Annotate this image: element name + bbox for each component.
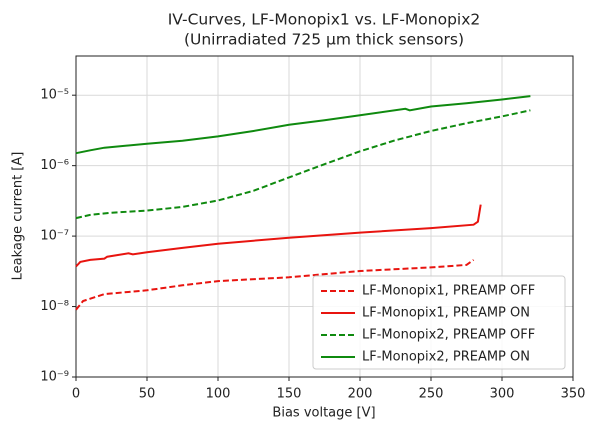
x-tick-label: 300 bbox=[490, 387, 515, 402]
y-tick-label: 10⁻⁹ bbox=[40, 370, 69, 385]
series-line bbox=[75, 95, 531, 155]
x-tick-label: 50 bbox=[139, 387, 156, 402]
x-tick-label: 100 bbox=[206, 387, 231, 402]
x-axis-label: Bias voltage [V] bbox=[272, 406, 375, 421]
legend-label: LF-Monopix1, PREAMP OFF bbox=[362, 284, 535, 299]
x-tick-label: 150 bbox=[277, 387, 302, 402]
y-tick-label: 10⁻⁸ bbox=[40, 299, 69, 314]
y-tick-label: 10⁻⁶ bbox=[40, 158, 69, 173]
y-axis-label: Leakage current [A] bbox=[11, 152, 26, 281]
y-tick-label: 10⁻⁵ bbox=[40, 88, 69, 103]
y-tick-label: 10⁻⁷ bbox=[40, 229, 69, 244]
series-line bbox=[75, 259, 475, 311]
legend-label: LF-Monopix2, PREAMP ON bbox=[362, 350, 530, 365]
legend-label: LF-Monopix1, PREAMP ON bbox=[362, 306, 530, 321]
legend-box bbox=[312, 275, 566, 370]
plot-frame bbox=[75, 55, 574, 378]
x-tick-label: 0 bbox=[72, 387, 80, 402]
chart-subtitle: (Unirradiated 725 μm thick sensors) bbox=[184, 31, 464, 49]
x-tick-label: 200 bbox=[348, 387, 373, 402]
series-line bbox=[75, 109, 531, 220]
series-line bbox=[75, 204, 482, 268]
legend-label: LF-Monopix2, PREAMP OFF bbox=[362, 328, 535, 343]
x-tick-label: 250 bbox=[419, 387, 444, 402]
chart-title: IV-Curves, LF-Monopix1 vs. LF-Monopix2 bbox=[168, 11, 481, 29]
x-tick-label: 350 bbox=[561, 387, 586, 402]
